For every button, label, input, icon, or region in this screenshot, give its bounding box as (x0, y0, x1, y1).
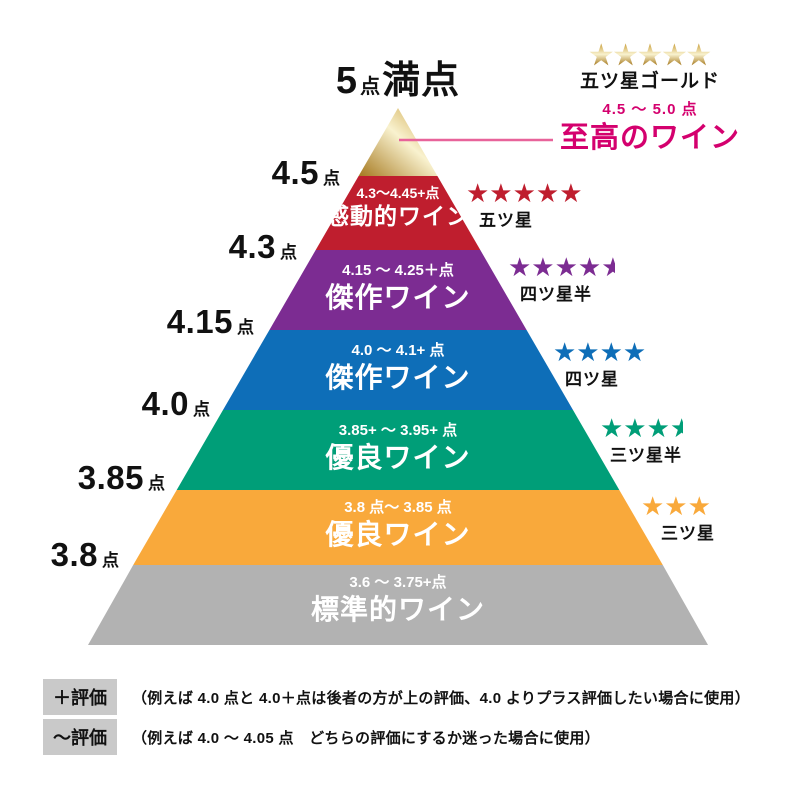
band-blue (223, 330, 573, 410)
half-star-icon: ★ (601, 254, 615, 280)
band-range: 3.85+ ～ 3.95+ 点 (338, 422, 458, 439)
axis-unit: 点 (148, 474, 165, 493)
rating-label: 五ツ星 (479, 211, 533, 230)
band-name: 感動的ワイン (326, 203, 470, 230)
footnote-text: （例えば 4.0 ～ 4.05 点 どちらの評価にするか迷った場合に使用） (132, 729, 600, 747)
axis-value: 3.85 (77, 459, 144, 496)
band-range: 3.6 ～ 3.75+点 (349, 574, 447, 591)
axis-value: 3.8 (50, 536, 98, 573)
rating-three-half-stars: ★★★★ 三ツ星半 (600, 415, 683, 464)
band-purple (269, 250, 527, 330)
full-stars-icon: ★★★★ (553, 337, 647, 367)
axis-value: 4.5 (271, 154, 319, 191)
axis-label: 4.0 点 (142, 387, 210, 420)
band-label-blue: 4.0 ～ 4.1+ 点 傑作ワイン (325, 342, 471, 393)
axis-label: 4.3 点 (229, 230, 297, 263)
band-label-orange: 3.8 点～ 3.85 点 優良ワイン (325, 499, 471, 550)
footnote-badge: ＋評価 (43, 679, 117, 715)
stars-icon-row: ★★★★ (600, 415, 683, 441)
rating-label: 三ツ星 (661, 524, 715, 543)
stars-icon-row: ★★★★★ (466, 180, 583, 206)
title-suffix: 満点 (382, 60, 461, 102)
band-apex-gold (358, 108, 438, 176)
full-stars-icon: ★★★★ (508, 252, 602, 282)
title-number: 5 (335, 60, 359, 102)
axis-unit: 点 (102, 551, 119, 570)
band-range: 3.8 点～ 3.85 点 (344, 499, 452, 516)
band-name: 優良ワイン (325, 518, 471, 550)
axis-unit: 点 (280, 243, 297, 262)
band-green (176, 410, 620, 490)
axis-label: 4.5 点 (272, 156, 340, 189)
rating-four-half-stars: ★★★★★ 四ツ星半 (508, 254, 615, 303)
axis-unit: 点 (193, 400, 210, 419)
footnote-text: （例えば 4.0 点と 4.0＋点は後者の方が上の評価、4.0 よりプラス評価し… (132, 689, 751, 707)
half-star-icon: ★ (669, 415, 684, 441)
axis-value: 4.3 (228, 228, 276, 265)
gold-stars-label: 五ツ星ゴールド (579, 71, 720, 92)
band-range: 4.15 ～ 4.25＋点 (342, 262, 454, 279)
band-red (315, 176, 481, 250)
rating-label: 三ツ星半 (610, 446, 682, 465)
band-orange (133, 490, 663, 565)
band-name: 傑作ワイン (325, 281, 471, 313)
apex-range: 4.5 ～ 5.0 点 (602, 101, 698, 118)
rating-five-stars: ★★★★★ 五ツ星 (466, 180, 583, 229)
axis-unit: 点 (323, 169, 340, 188)
band-name: 標準的ワイン (310, 593, 486, 625)
full-stars-icon: ★★★ (600, 413, 670, 443)
band-label-red: 4.3～4.45+点 感動的ワイン (326, 185, 470, 230)
band-gray (88, 565, 708, 645)
apex-name: 至高のワイン (559, 122, 740, 154)
rating-label: 四ツ星 (565, 370, 619, 389)
stars-icon-row: ★★★★ (553, 339, 646, 365)
band-label-green: 3.85+ ～ 3.95+ 点 優良ワイン (325, 422, 471, 473)
pyramid-top-title: 5 点満点 (336, 62, 460, 100)
rating-three-stars: ★★★ 三ツ星 (641, 493, 715, 542)
axis-label: 4.15 点 (167, 305, 254, 338)
full-stars-icon: ★★★ (641, 491, 711, 521)
apex-callout: 五ツ星ゴールド 4.5 ～ 5.0 点 至高のワイン (540, 42, 760, 153)
five-gold-stars-icon (589, 43, 711, 66)
axis-unit: 点 (237, 318, 254, 337)
footnote-badge: ～評価 (43, 719, 117, 755)
axis-value: 4.15 (166, 303, 233, 340)
stars-icon-row: ★★★★★ (508, 254, 615, 280)
axis-label: 3.8 点 (51, 538, 119, 571)
band-name: 優良ワイン (325, 441, 471, 473)
axis-value: 4.0 (141, 385, 189, 422)
band-range: 4.3～4.45+点 (356, 185, 440, 201)
axis-label: 3.85 点 (78, 461, 165, 494)
band-name: 傑作ワイン (325, 361, 471, 393)
full-stars-icon: ★★★★★ (466, 178, 583, 208)
title-unit: 点 (360, 76, 381, 98)
footnote-tilde-rating: ～評価 （例えば 4.0 ～ 4.05 点 どちらの評価にするか迷った場合に使用… (43, 719, 600, 755)
band-range: 4.0 ～ 4.1+ 点 (351, 342, 445, 359)
stars-icon-row: ★★★ (641, 493, 715, 519)
band-label-gray: 3.6 ～ 3.75+点 標準的ワイン (310, 574, 486, 625)
band-label-purple: 4.15 ～ 4.25＋点 傑作ワイン (325, 262, 471, 313)
footnote-plus-rating: ＋評価 （例えば 4.0 点と 4.0＋点は後者の方が上の評価、4.0 よりプラ… (43, 679, 750, 715)
rating-four-stars: ★★★★ 四ツ星 (553, 339, 646, 388)
rating-label: 四ツ星半 (520, 285, 592, 304)
